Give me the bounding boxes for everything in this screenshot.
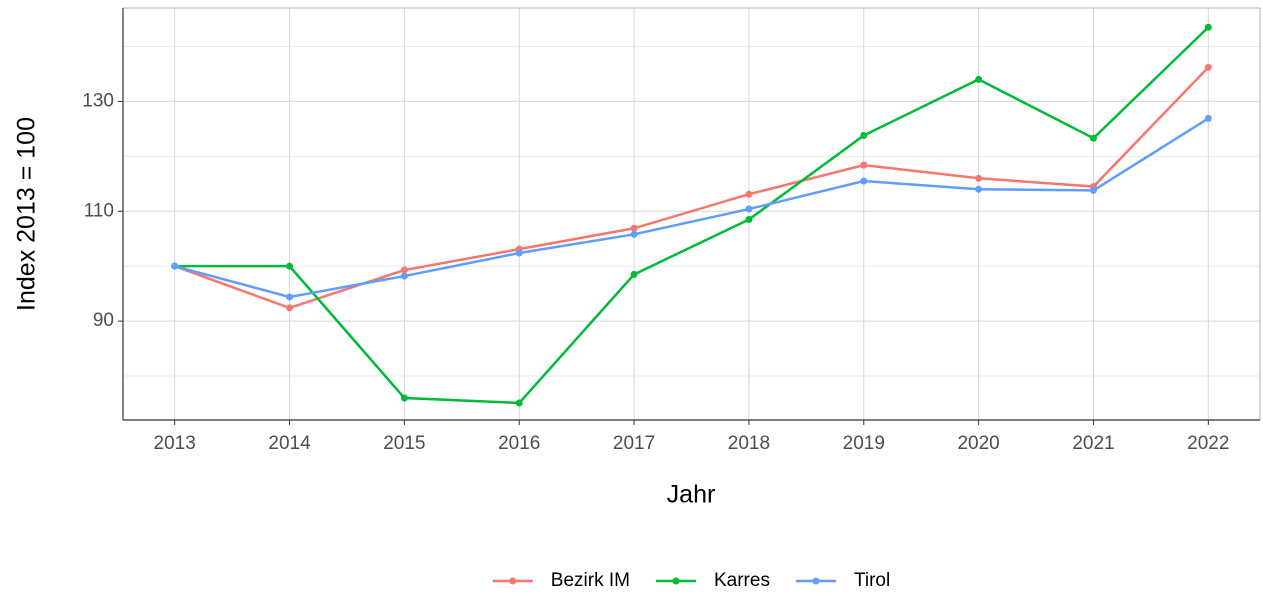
x-tick-label: 2013 [154,433,196,454]
x-tick-label: 2020 [957,433,999,454]
x-tick-label: 2019 [843,433,885,454]
point [975,174,983,182]
point [860,161,868,169]
point [860,177,868,185]
series-line [174,66,1210,310]
y-tick-label: 90 [93,310,114,331]
legend-key-point [812,577,820,585]
y-tick-label: 110 [84,200,114,221]
point [975,185,983,193]
point [400,272,408,280]
legend-key-point [509,577,517,585]
point [515,249,523,257]
point [515,399,523,407]
point [286,293,294,301]
point [400,394,408,402]
x-tick-label: 2021 [1072,433,1114,454]
point [745,215,753,223]
legend-label: Karres [714,570,770,591]
point [400,266,408,274]
point [1204,114,1212,122]
x-tick-label: 2017 [613,433,655,454]
series-line [174,26,1210,405]
point [975,75,983,83]
panel-border [122,7,1261,421]
x-tick-label: 2022 [1187,433,1229,454]
point [286,262,294,270]
x-tick-label: 2015 [383,433,425,454]
y-tick-label: 130 [82,90,114,111]
point [1089,134,1097,142]
x-axis-label: Jahr [667,481,716,509]
point [745,205,753,213]
y-axis-label: Index 2013 = 100 [13,117,41,311]
point [630,224,638,232]
point [630,270,638,278]
point [1204,23,1212,31]
point [745,190,753,198]
point [286,304,294,312]
legend-label: Tirol [854,570,890,591]
legend-key-point [672,577,680,585]
x-tick-label: 2018 [728,433,770,454]
point [630,230,638,238]
point [1204,63,1212,71]
x-tick-label: 2016 [498,433,540,454]
series-line [174,117,1209,299]
point [171,262,179,270]
legend-label: Bezirk IM [551,570,630,591]
point [860,131,868,139]
x-tick-label: 2014 [268,433,311,454]
point [1089,186,1097,194]
